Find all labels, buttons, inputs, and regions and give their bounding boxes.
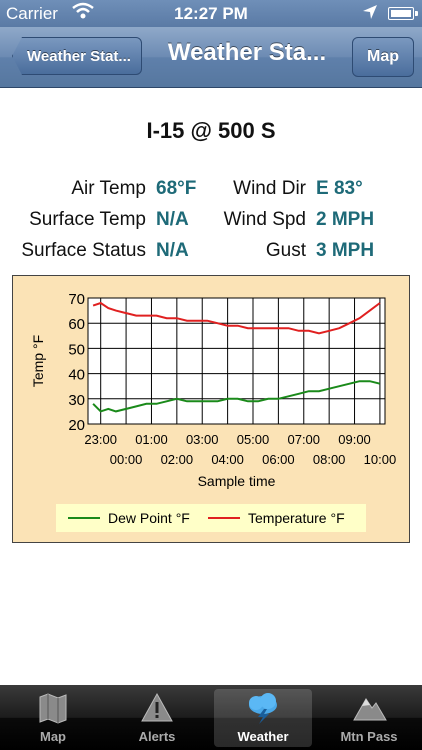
x-tick-label: 06:00 (262, 452, 295, 467)
wind-spd-label: Wind Spd (223, 209, 306, 230)
tab-alerts-label: Alerts (138, 729, 176, 744)
gust-label: Gust (265, 240, 306, 261)
battery-icon (388, 7, 418, 20)
tab-alerts[interactable]: Alerts (108, 689, 206, 747)
tab-map[interactable]: Map (4, 689, 102, 747)
y-tick-label: 70 (68, 291, 85, 308)
x-tick-label: 04:00 (211, 452, 244, 467)
y-tick-label: 20 (68, 417, 85, 434)
surface-status-value: N/A (156, 240, 189, 261)
x-tick-label: 05:00 (237, 432, 270, 447)
gust-value: 3 MPH (316, 240, 375, 261)
back-button[interactable]: Weather Stat... (12, 37, 142, 75)
y-axis-title: Temp °F (30, 335, 46, 387)
chart-canvas: 20 30 40 50 60 70 23:00 01:00 03:00 05:00 07:00 09:… (30, 291, 397, 532)
x-tick-label: 07:00 (287, 432, 320, 447)
wind-dir-value: E 83° (316, 178, 363, 199)
location-arrow-icon (362, 4, 378, 25)
x-tick-label: 08:00 (313, 452, 346, 467)
x-tick-label: 10:00 (364, 452, 397, 467)
tab-mtn-pass[interactable]: Mtn Pass (320, 689, 418, 747)
wind-spd-value: 2 MPH (316, 209, 375, 230)
x-tick-label: 09:00 (338, 432, 371, 447)
alert-icon (108, 691, 206, 725)
air-temp-value: 68°F (156, 178, 197, 199)
y-tick-label: 40 (68, 367, 85, 384)
map-button[interactable]: Map (352, 37, 414, 77)
map-icon (4, 691, 102, 725)
x-tick-label: 23:00 (84, 432, 117, 447)
series-line-1 (92, 301, 381, 335)
surface-temp-label: Surface Temp (29, 209, 146, 230)
tab-bar: Map Alerts Weather (0, 685, 422, 750)
mountain-icon (320, 691, 418, 725)
tab-map-label: Map (40, 729, 66, 744)
clock: 12:27 PM (174, 4, 248, 23)
y-tick-label: 30 (68, 392, 85, 409)
series-line-0 (92, 380, 381, 413)
x-axis-title: Sample time (198, 473, 276, 489)
surface-status-label: Surface Status (21, 240, 146, 261)
air-temp-label: Air Temp (71, 178, 146, 199)
y-tick-label: 50 (68, 341, 85, 358)
page-title: Weather Sta... (167, 39, 327, 66)
x-tick-label: 02:00 (161, 452, 194, 467)
wifi-icon (72, 2, 94, 25)
x-tick-label: 03:00 (186, 432, 219, 447)
legend-label: Temperature °F (248, 510, 345, 526)
tab-mtn-pass-label: Mtn Pass (340, 729, 398, 744)
x-tick-label: 01:00 (135, 432, 168, 447)
station-name: I-15 @ 500 S (146, 118, 276, 143)
carrier-label: Carrier (6, 4, 58, 23)
tab-weather[interactable]: Weather (214, 689, 312, 747)
wind-dir-label: Wind Dir (233, 178, 306, 199)
tab-weather-label: Weather (237, 729, 289, 744)
x-tick-label: 00:00 (110, 452, 143, 467)
legend-label: Dew Point °F (108, 510, 190, 526)
y-tick-label: 60 (68, 316, 85, 333)
status-bar: Carrier 12:27 PM (0, 0, 422, 27)
surface-temp-value: N/A (156, 209, 189, 230)
navigation-bar: Weather Stat... Weather Sta... Map (0, 27, 422, 88)
temperature-chart: 20 30 40 50 60 70 23:00 01:00 03:00 05:00 07:00 09:… (12, 275, 410, 543)
plot-area (87, 297, 386, 425)
weather-icon (214, 691, 312, 725)
